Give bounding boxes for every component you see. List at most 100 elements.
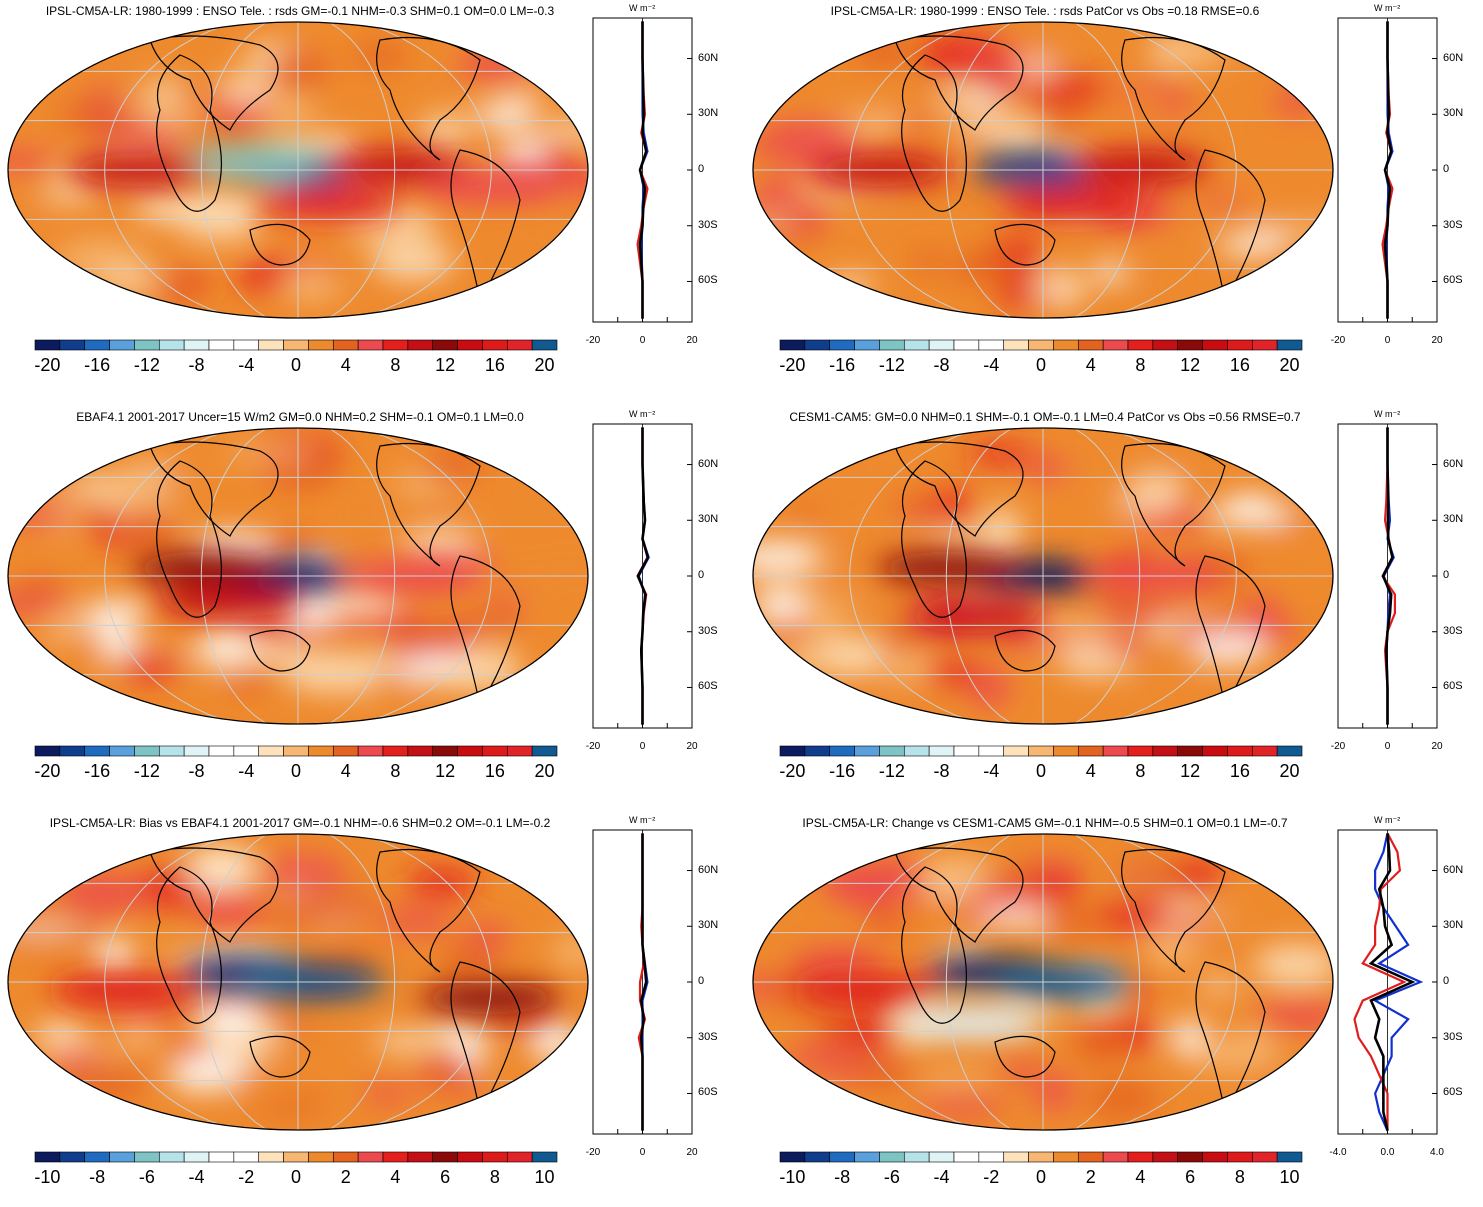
colorbar-segment xyxy=(158,339,185,351)
field-patch xyxy=(1087,603,1181,622)
colorbar-segment xyxy=(903,1151,930,1163)
field-patch xyxy=(35,1018,88,1055)
field-patch xyxy=(786,120,863,155)
field-patch xyxy=(115,651,185,680)
zonal-unit-label: W m⁻² xyxy=(629,3,656,13)
colorbar-tick-label: 8 xyxy=(489,1167,500,1187)
field-patch xyxy=(287,885,380,925)
field-patch xyxy=(753,210,800,232)
colorbar-tick-label: 20 xyxy=(1279,761,1300,781)
zonal-lat-label: 60N xyxy=(698,863,719,876)
field-patch xyxy=(432,647,522,691)
colorbar-tick-label: -16 xyxy=(84,761,111,781)
field-patch xyxy=(1200,976,1239,994)
field-patch xyxy=(967,668,1011,708)
map-border xyxy=(7,21,589,319)
field-patch xyxy=(352,206,394,248)
colorbar-segment xyxy=(1003,745,1029,757)
colorbar-tick-label: -12 xyxy=(878,355,905,375)
field-patch xyxy=(1018,54,1059,78)
field-patch xyxy=(44,601,83,645)
field-patch xyxy=(1255,201,1321,225)
field-patch xyxy=(280,267,328,302)
field-patch xyxy=(9,505,76,527)
colorbar-segment xyxy=(978,339,1005,351)
colorbar-tick-label: -4 xyxy=(983,355,1000,375)
zonal-x-label: 0 xyxy=(639,1147,646,1158)
colorbar-segment xyxy=(308,1151,334,1163)
colorbar-tick-label: -6 xyxy=(883,1167,900,1187)
colorbar-segment xyxy=(109,745,135,757)
coastlines xyxy=(894,35,1266,302)
feature-australia xyxy=(903,601,1044,634)
field-patch xyxy=(399,529,478,559)
colorbar-segment xyxy=(804,339,831,351)
map-field xyxy=(8,834,588,1130)
colorbar-segment xyxy=(258,339,284,351)
panel-6: IPSL-CM5A-LR: Change vs CESM1-CAM5 GM=-0… xyxy=(745,812,1483,1207)
zonal-lat-label: 60N xyxy=(698,51,719,64)
colorbar-tick-label: 12 xyxy=(1180,761,1201,781)
map-border xyxy=(7,833,589,1131)
colorbar-segment xyxy=(407,339,434,351)
field-patch xyxy=(1100,512,1139,552)
colorbar-segment xyxy=(357,745,384,757)
field-patch xyxy=(194,887,265,930)
colorbar-segment xyxy=(1276,339,1303,351)
colorbar-tick-label: -2 xyxy=(983,1167,1000,1187)
field-patch xyxy=(1098,634,1154,655)
field-patch xyxy=(117,1012,160,1049)
zonal-lat-label: 30S xyxy=(698,624,718,637)
zonal-line-mean xyxy=(639,833,648,1131)
zonal-x-label: 0 xyxy=(639,741,646,752)
colorbar-tick-label: 10 xyxy=(534,1167,555,1187)
colorbar-segment xyxy=(1177,1151,1203,1163)
colorbar-segment xyxy=(308,339,334,351)
map-field xyxy=(753,22,1333,318)
colorbar-tick-label: 8 xyxy=(390,355,401,375)
zonal-x-label: 0.0 xyxy=(1380,1147,1395,1158)
colorbar-segment xyxy=(1028,1151,1054,1163)
field-patch xyxy=(535,120,588,142)
field-patch xyxy=(82,613,126,632)
colorbar-tick-label: 0 xyxy=(1035,355,1047,375)
feature-indian-ocean xyxy=(796,974,937,1007)
field-patch xyxy=(133,506,172,546)
map-border xyxy=(752,427,1334,725)
zonal-x-label: 20 xyxy=(1431,741,1443,752)
field-patch xyxy=(1092,262,1130,284)
field-patch xyxy=(795,597,844,640)
field-patch xyxy=(52,102,147,127)
colorbar-segment xyxy=(183,339,210,351)
panel-2: IPSL-CM5A-LR: 1980-1999 : ENSO Tele. : r… xyxy=(745,0,1483,395)
colorbar-segment xyxy=(183,745,210,757)
colorbar-segment xyxy=(953,339,980,351)
colorbar-tick-label: 8 xyxy=(1234,1167,1245,1187)
field-patch xyxy=(476,100,535,130)
zonal-lat-label: 30S xyxy=(698,1030,718,1043)
zonal-line-mean xyxy=(1368,833,1416,1131)
colorbar-tick-label: 12 xyxy=(1180,355,1201,375)
field-patch xyxy=(230,1062,315,1106)
field-patch xyxy=(1073,1020,1127,1063)
colorbar-tick-label: -2 xyxy=(238,1167,255,1187)
colorbar-segment xyxy=(457,745,483,757)
zonal-lat-label: 0 xyxy=(698,163,705,175)
field-patch xyxy=(261,855,346,890)
field-patch xyxy=(805,482,888,525)
zonal-x-label: 0 xyxy=(639,335,646,346)
zonal-lat-label: 60N xyxy=(1443,51,1464,64)
zonal-x-label: 20 xyxy=(686,741,698,752)
map-field xyxy=(8,428,588,724)
zonal-x-label: -4.0 xyxy=(1329,1147,1347,1158)
map-and-zonal-svg xyxy=(7,17,693,351)
zonal-lat-label: 30S xyxy=(1443,1030,1463,1043)
colorbar-segment xyxy=(531,1151,558,1163)
colorbar-segment xyxy=(432,745,458,757)
zonal-x-label: -20 xyxy=(585,335,601,346)
colorbar-segment xyxy=(1077,339,1104,351)
zonal-unit-label: W m⁻² xyxy=(629,815,656,825)
colorbar-tick-label: -8 xyxy=(933,761,950,781)
field-patch xyxy=(8,150,64,171)
field-patch xyxy=(756,175,800,219)
